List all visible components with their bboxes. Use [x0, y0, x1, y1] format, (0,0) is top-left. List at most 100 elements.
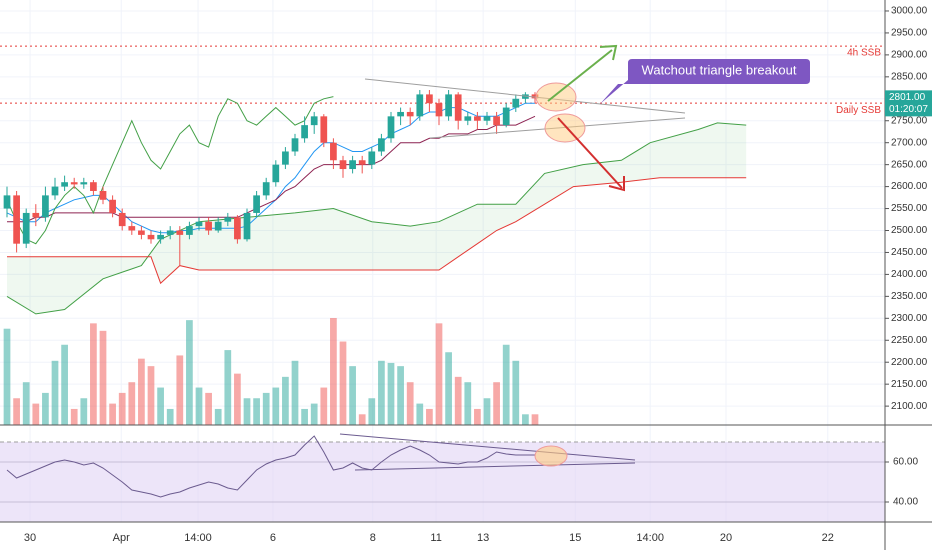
candle-body — [502, 107, 510, 126]
volume-bar — [70, 408, 78, 425]
volume-bar — [138, 358, 145, 425]
candle-body — [464, 116, 472, 121]
callout — [600, 59, 810, 104]
volume-bar — [493, 382, 500, 425]
y-tick-label: 2300.00 — [891, 313, 928, 324]
triangle-line — [354, 462, 636, 471]
candle-body — [512, 98, 520, 108]
volume-bar — [195, 387, 203, 425]
x-tick-label: 6 — [270, 532, 276, 544]
candle-body — [61, 182, 68, 187]
volume-bar — [128, 382, 136, 425]
candle-body — [51, 186, 59, 196]
candle-body — [3, 195, 11, 209]
volume-bar — [416, 403, 424, 425]
candle-body — [522, 94, 529, 99]
volume-bar — [291, 360, 299, 425]
volume-bar — [454, 376, 462, 425]
y-tick-label: 2700.00 — [891, 137, 928, 148]
x-tick-label: 14:00 — [184, 532, 212, 544]
volume-bar — [387, 362, 395, 425]
x-tick-label: Apr — [113, 532, 130, 544]
y-tick-label: 60.00 — [893, 457, 918, 468]
level-label: 4h SSB — [847, 48, 881, 59]
rsi-line — [6, 435, 535, 498]
volume-bar — [90, 323, 97, 425]
triangle-line — [364, 78, 686, 114]
arrow-head — [599, 44, 618, 61]
volume-bar — [358, 414, 366, 425]
drawings: Watchout triangle breakout — [339, 44, 810, 471]
volume-bar — [224, 350, 232, 425]
volume-bar — [32, 403, 40, 425]
candle-body — [176, 230, 184, 235]
volume-bar — [80, 398, 88, 425]
volume-bar — [262, 392, 270, 425]
indicator-line — [6, 96, 334, 245]
candle-body — [157, 234, 164, 240]
candle-body — [310, 116, 318, 126]
volume-bar — [339, 341, 347, 425]
candle-body — [474, 116, 481, 121]
volume-bar — [176, 355, 184, 425]
candle-body — [138, 230, 145, 235]
volume-bar — [22, 382, 30, 425]
y-tick-label: 2900.00 — [891, 50, 928, 61]
volume-bar — [483, 398, 491, 425]
volume-bar — [474, 408, 481, 425]
x-tick-label: 30 — [24, 532, 36, 544]
triangle-line — [339, 433, 636, 461]
y-tick-label: 40.00 — [893, 497, 918, 508]
plot: 4h SSB Daily SSB — [0, 45, 885, 498]
y-tick-label: 2950.00 — [891, 28, 928, 39]
volume-bar — [502, 344, 510, 425]
indicator-line — [7, 177, 747, 285]
volume-bar — [42, 392, 49, 425]
volume-bar — [310, 403, 318, 425]
volume-bar — [118, 392, 126, 425]
candle-body — [186, 226, 193, 235]
volume-bar — [512, 360, 520, 425]
volume-bar — [397, 366, 404, 425]
candle-body — [70, 182, 78, 185]
y-tick-label: 2650.00 — [891, 159, 928, 170]
candle-body — [339, 160, 347, 170]
volume-bar — [531, 414, 539, 425]
volume-bar — [426, 408, 433, 425]
volume-bar — [464, 382, 472, 425]
x-tick-label: 13 — [477, 532, 489, 544]
volume-bar — [272, 387, 280, 425]
price-tag-label: 2801.00 — [889, 92, 926, 103]
candle-body — [301, 125, 308, 139]
arrow-head — [608, 176, 625, 192]
volume-bar — [166, 408, 174, 425]
candle-body — [234, 217, 241, 240]
y-tick-label: 2350.00 — [891, 291, 928, 302]
volume-bar — [320, 387, 328, 425]
y-tick-label: 3000.00 — [891, 6, 928, 17]
volume-bar — [51, 360, 59, 425]
y-tick-label: 2100.00 — [891, 401, 928, 412]
highlight — [534, 445, 568, 467]
volume-bar — [282, 376, 289, 425]
indicator-line — [7, 115, 536, 223]
y-tick-label: 2850.00 — [891, 71, 928, 82]
candle-body — [32, 212, 40, 218]
candle-body — [243, 212, 251, 240]
candle-body — [358, 160, 366, 165]
y-tick-label: 2750.00 — [891, 115, 928, 126]
candle-body — [42, 195, 49, 218]
x-tick-label: 15 — [569, 532, 581, 544]
candle-body — [531, 94, 539, 99]
candle-body — [224, 217, 232, 222]
price-tag — [885, 90, 932, 117]
volume-bar — [99, 330, 107, 425]
volume-bar — [61, 344, 68, 425]
candle-body — [454, 94, 462, 121]
x-tick-label: 8 — [370, 532, 376, 544]
y-tick-label: 2250.00 — [891, 335, 928, 346]
volume-bar — [435, 323, 443, 425]
volume-bar — [243, 398, 251, 425]
